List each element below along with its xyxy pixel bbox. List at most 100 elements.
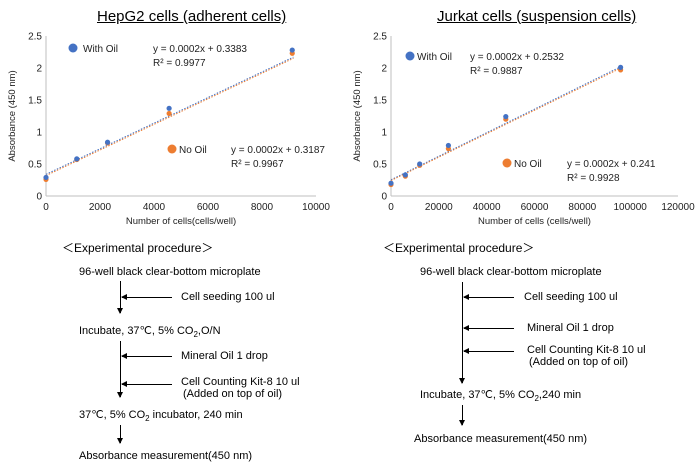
left-point-with-oil [104, 139, 111, 145]
right-arrow-cck8 [463, 348, 514, 354]
left-incubator-text: 37℃, 5% CO [79, 409, 146, 421]
left-arrow-cck8 [121, 381, 172, 387]
right-x-tick-label: 60000 [521, 202, 549, 213]
right-y-tick-label: 0.5 [373, 160, 387, 171]
right-legend-marker-with-oil [405, 51, 415, 61]
right-point-with-oil [445, 142, 451, 149]
left-r-squared-with-oil: R² = 0.9977 [153, 58, 206, 69]
left-plate-label: 96-well black clear-bottom microplate [79, 266, 261, 278]
right-point-with-oil [417, 161, 423, 167]
right-legend-marker-no-oil [502, 158, 512, 168]
right-y-tick-label: 1.5 [373, 96, 387, 107]
left-y-tick-label: 1 [36, 128, 42, 139]
right-incubate-sub: 2 [534, 394, 539, 404]
right-y-tick-label: 0 [381, 192, 387, 203]
left-y-tick-label: 1.5 [28, 96, 42, 107]
left-measure-label: Absorbance measurement(450 nm) [79, 450, 253, 462]
right-procedure-heading: ＜Experimental procedure＞ [383, 241, 535, 255]
right-step-seeding: Cell seeding 100 ul [524, 291, 618, 303]
left-incubator-label: 37℃, 5% CO2 incubator, 240 min [79, 409, 243, 425]
right-y-axis-title: Absorbance (450 nm) [352, 70, 363, 161]
left-chart-title: HepG2 cells (adherent cells) [97, 8, 287, 25]
left-incubator-tail: incubator, 240 min [149, 409, 243, 421]
left-point-no-oil [166, 110, 172, 117]
left-x-tick-label: 2000 [89, 202, 112, 213]
right-x-tick-label: 100000 [613, 202, 647, 213]
left-incubator-sub: 2 [145, 414, 150, 424]
right-incubate-text: Incubate, 37℃, 5% CO [420, 389, 535, 401]
left-r-squared-no-oil: R² = 0.9967 [231, 159, 284, 170]
left-point-with-oil [43, 174, 49, 181]
left-arrow-seeding [121, 294, 172, 300]
right-arrow-seeding [463, 294, 514, 300]
left-x-tick-label: 4000 [143, 202, 166, 213]
left-step-oil: Mineral Oil 1 drop [181, 350, 268, 362]
left-point-with-oil [166, 105, 172, 111]
left-arrow-3 [117, 425, 123, 444]
right-incubate-tail: ,240 min [538, 389, 582, 401]
right-trendline-no-oil [390, 67, 622, 182]
left-y-tick-label: 2.5 [28, 32, 42, 43]
right-equation-no-oil: y = 0.0002x + 0.241 [567, 159, 656, 170]
left-y-tick-label: 0 [36, 192, 42, 203]
right-point-with-oil [618, 64, 624, 70]
left-x-tick-label: 10000 [302, 202, 330, 213]
right-chart-title: Jurkat cells (suspension cells) [437, 8, 637, 25]
left-legend-marker-with-oil [68, 43, 78, 53]
right-r-squared-with-oil: R² = 0.9887 [470, 66, 523, 77]
right-equation-with-oil: y = 0.0002x + 0.2532 [470, 52, 564, 63]
left-legend-label-with-oil: With Oil [83, 44, 118, 55]
right-arrow-oil [463, 325, 514, 331]
left-incubate-label: Incubate, 37℃, 5% CO2,O/N [79, 325, 221, 341]
left-equation-no-oil: y = 0.0002x + 0.3187 [231, 145, 325, 156]
right-step-cck8-note: (Added on top of oil) [529, 356, 629, 368]
left-incubate-text: Incubate, 37℃, 5% CO [79, 325, 194, 337]
right-point-with-oil [503, 114, 509, 120]
left-arrow-1 [117, 281, 123, 314]
right-plate-label: 96-well black clear-bottom microplate [420, 266, 602, 278]
right-point-with-oil [402, 172, 408, 178]
left-x-axis-title: Number of cells(cells/well) [126, 216, 236, 227]
left-point-with-oil [74, 156, 80, 162]
right-x-tick-label: 120000 [661, 202, 695, 213]
left-incubate-tail: ,O/N [197, 325, 221, 337]
left-y-tick-label: 2 [36, 64, 42, 75]
right-arrow-2 [459, 405, 465, 426]
right-step-cck8: Cell Counting Kit-8 10 ul [527, 344, 646, 356]
left-step-seeding: Cell seeding 100 ul [181, 291, 275, 303]
left-legend-label-no-oil: No Oil [179, 145, 207, 156]
right-measure-label: Absorbance measurement(450 nm) [414, 433, 588, 445]
left-arrow-2 [117, 341, 123, 398]
right-incubate-label: Incubate, 37℃, 5% CO2,240 min [420, 389, 581, 405]
right-y-tick-label: 2 [381, 64, 387, 75]
right-legend-label-with-oil: With Oil [417, 52, 452, 63]
right-x-tick-label: 0 [388, 202, 394, 213]
left-equation-with-oil: y = 0.0002x + 0.3383 [153, 44, 247, 55]
left-x-tick-label: 0 [43, 202, 49, 213]
right-x-tick-label: 40000 [473, 202, 501, 213]
right-y-tick-label: 2.5 [373, 32, 387, 43]
left-legend-marker-no-oil [167, 144, 177, 154]
left-y-tick-label: 0.5 [28, 160, 42, 171]
left-trendline-no-oil [45, 57, 294, 177]
left-point-with-oil [289, 47, 295, 53]
left-procedure-heading: ＜Experimental procedure＞ [62, 241, 214, 255]
left-step-cck8: Cell Counting Kit-8 10 ul [181, 376, 300, 388]
right-x-tick-label: 20000 [425, 202, 453, 213]
charts-canvas: 0 2000 4000 6000 8000 1000000.511.522.5Number… [7, 32, 695, 228]
left-x-tick-label: 8000 [251, 202, 274, 213]
right-arrow-1 [459, 282, 465, 384]
right-point-with-oil [388, 180, 394, 186]
right-x-tick-label: 80000 [568, 202, 596, 213]
right-step-oil: Mineral Oil 1 drop [527, 322, 614, 334]
left-y-axis-title: Absorbance (450 nm) [7, 70, 18, 161]
left-x-tick-label: 6000 [197, 202, 220, 213]
left-arrow-oil [121, 353, 172, 359]
right-r-squared-no-oil: R² = 0.9928 [567, 173, 620, 184]
left-step-cck8-note: (Added on top of oil) [183, 388, 283, 400]
left-incubate-sub: 2 [193, 330, 198, 340]
right-trendline-with-oil [390, 65, 622, 181]
right-x-axis-title: Number of cells (cells/well) [478, 216, 591, 227]
left-trendline-with-oil [45, 56, 294, 175]
right-legend-label-no-oil: No Oil [514, 159, 542, 170]
